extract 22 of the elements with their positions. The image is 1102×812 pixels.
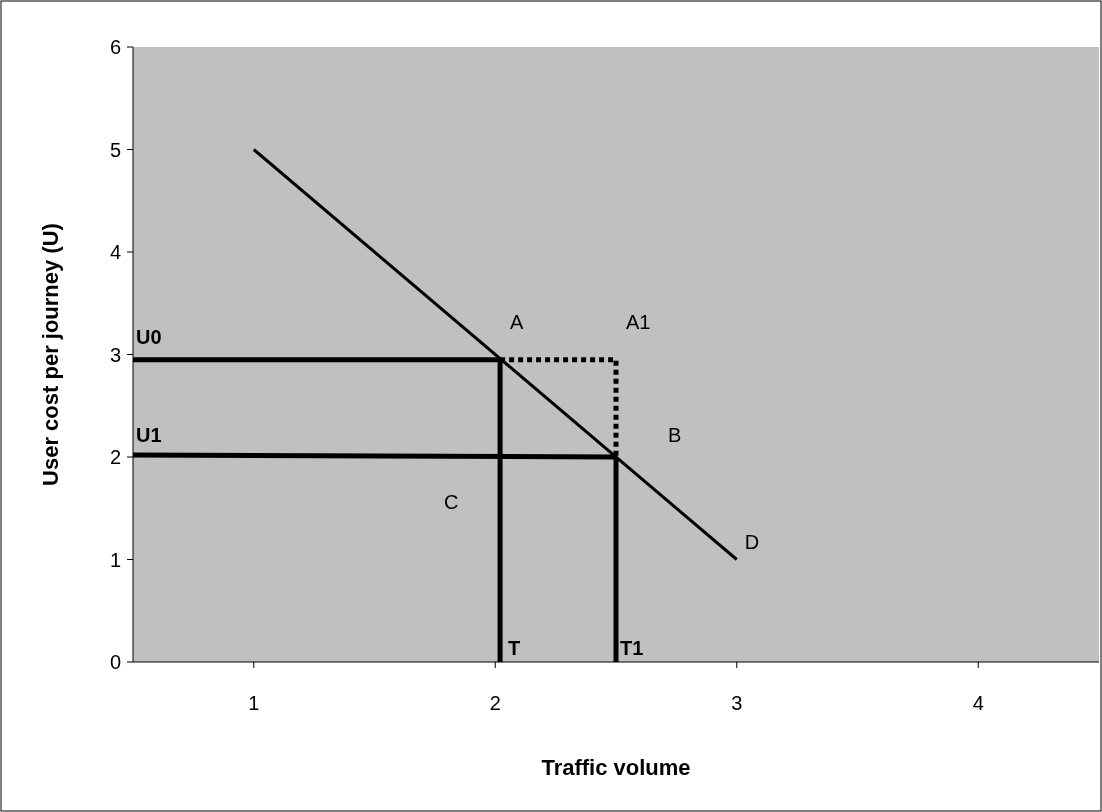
- annotation: C: [444, 491, 459, 513]
- y-tick-label: 0: [109, 651, 121, 673]
- annotation: T: [508, 637, 521, 659]
- y-tick-label: 2: [109, 446, 121, 468]
- x-tick-label: 1: [248, 692, 260, 714]
- y-tick-label: 4: [109, 241, 121, 263]
- annotation: U1: [136, 423, 162, 446]
- x-axis-title: Traffic volume: [541, 755, 691, 780]
- y-tick-label: 3: [109, 343, 121, 366]
- y-tick-label: 5: [109, 138, 121, 161]
- y-tick-label: 6: [109, 36, 121, 58]
- y-tick-label: 1: [109, 548, 121, 571]
- annotation: B: [668, 424, 682, 446]
- x-tick-label: 4: [972, 692, 984, 714]
- annotation: A: [510, 310, 525, 333]
- annotation: T1: [620, 637, 644, 659]
- x-tick-label: 3: [731, 692, 743, 714]
- annotation: U0: [136, 325, 162, 348]
- annotation: D: [744, 530, 760, 553]
- y-axis-title: User cost per journey (U): [38, 223, 63, 486]
- annotation: A1: [626, 310, 651, 333]
- x-tick-label: 2: [489, 692, 501, 714]
